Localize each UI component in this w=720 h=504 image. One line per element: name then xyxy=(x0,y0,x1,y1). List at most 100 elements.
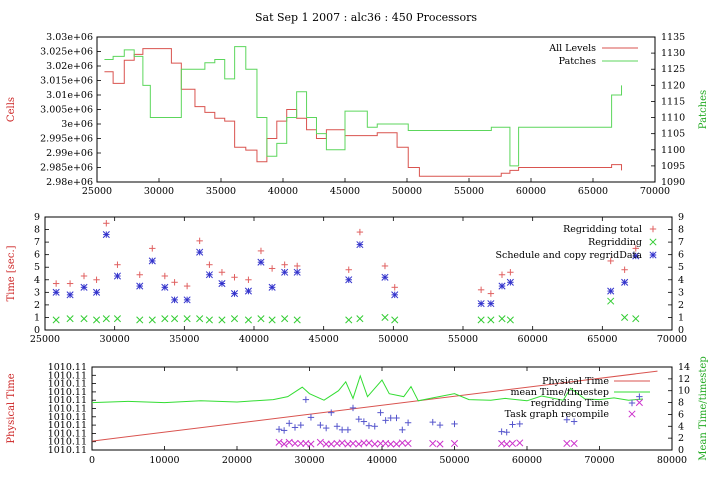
x-tick-label: 70000 xyxy=(657,334,687,345)
y-tick-right-label: 9 xyxy=(678,212,684,223)
y-tick-right-label: 1 xyxy=(678,312,684,323)
point-s3-26-d2 xyxy=(450,439,459,448)
point-s3-16-d2 xyxy=(365,439,373,447)
y-tick-left-label: 3.005e+06 xyxy=(40,105,93,116)
point-s2-4-d2 xyxy=(102,231,110,239)
x-tick-label: 30000 xyxy=(100,334,130,345)
x-tick-label: 55000 xyxy=(454,186,484,197)
y-tick-right-label: 8 xyxy=(678,225,684,236)
y-tick-left-label: 5 xyxy=(34,262,40,273)
point-s2-5-d2 xyxy=(113,272,122,280)
x-tick-label: 80000 xyxy=(657,455,687,466)
point-s3-18-d2 xyxy=(376,439,385,448)
point-s1-1-d2 xyxy=(66,315,74,323)
x-tick-label: 40000 xyxy=(239,334,269,345)
point-s3-1-d2 xyxy=(280,440,288,448)
y-tick-right-label: 12 xyxy=(678,374,690,385)
y-tick-right-label: 5 xyxy=(678,262,684,273)
y-tick-left-label: 7 xyxy=(34,237,40,248)
point-s2-9-d2 xyxy=(171,296,179,304)
point-s2-16-d2 xyxy=(257,258,265,266)
point-s1-8-d2 xyxy=(161,315,169,323)
legend-marker-1-d2 xyxy=(649,238,657,246)
point-s1-2-d2 xyxy=(80,315,88,323)
point-s3-8-d2 xyxy=(322,440,330,448)
x-tick-label: 0 xyxy=(89,455,95,466)
y-tick-right-label: 0 xyxy=(678,325,684,336)
y-tick-right-label: 3 xyxy=(678,287,684,298)
y-axis-label-right: Mean Time/timestep xyxy=(698,356,709,460)
point-s3-23-d2 xyxy=(404,439,412,448)
y-tick-left-label: 1010.11 xyxy=(48,387,87,398)
x-tick-label: 50000 xyxy=(392,186,422,197)
x-tick-label: 70000 xyxy=(584,455,614,466)
y-tick-left-label: 3.025e+06 xyxy=(40,47,93,58)
point-s1-17-d2 xyxy=(268,316,276,324)
y-tick-left-label: 3 xyxy=(34,287,40,298)
point-s1-23-d2 xyxy=(391,316,399,324)
x-tick-label: 25000 xyxy=(30,334,60,345)
point-s3-9-d2 xyxy=(327,440,335,448)
point-s2-26-d2 xyxy=(498,282,506,290)
y-tick-right-label: 1095 xyxy=(661,161,685,172)
series-line-0 xyxy=(104,48,623,177)
point-s3-10-d2 xyxy=(333,439,341,448)
point-s2-7-d2 xyxy=(148,257,156,265)
y-tick-left-label: 1010.11 xyxy=(48,445,87,456)
y-tick-left-label: 4 xyxy=(34,275,40,286)
legend-label-1: Regridding xyxy=(588,237,642,248)
y-tick-right-label: 2 xyxy=(678,300,684,311)
x-tick-label: 65000 xyxy=(587,334,617,345)
y-tick-left-label: 1010.11 xyxy=(48,437,87,448)
y-tick-right-label: 6 xyxy=(678,250,684,261)
x-tick-label: 60000 xyxy=(512,455,542,466)
point-s2-8-d2 xyxy=(161,283,169,291)
point-s1-16-d2 xyxy=(257,315,265,323)
point-s2-15-d2 xyxy=(244,287,252,295)
y-tick-left-label: 3e+06 xyxy=(61,119,93,130)
x-tick-label: 20000 xyxy=(222,455,252,466)
point-s3-29-d2 xyxy=(508,439,517,448)
point-s1-25-d2 xyxy=(487,316,495,324)
point-s1-29-d2 xyxy=(621,313,629,321)
point-s2-19-d2 xyxy=(293,268,301,276)
point-s3-3-d2 xyxy=(291,439,299,448)
point-s3-7-d2 xyxy=(316,438,324,446)
point-s2-22-d2 xyxy=(381,273,389,281)
point-s2-11-d2 xyxy=(196,248,204,256)
point-s1-6-d2 xyxy=(136,316,144,324)
y-tick-right-label: 7 xyxy=(678,237,684,248)
y-tick-left-label: 3.02e+06 xyxy=(46,61,93,72)
y-tick-right-label: 4 xyxy=(678,275,684,286)
legend-label-2: Schedule and copy regridData xyxy=(495,250,642,261)
x-tick-label: 60000 xyxy=(516,186,546,197)
x-tick-label: 55000 xyxy=(448,334,478,345)
y-axis-label-left: Physical Time xyxy=(6,373,17,443)
y-tick-left-label: 1010.11 xyxy=(48,404,87,415)
point-s3-25-d2 xyxy=(436,440,444,448)
y-tick-left-label: 8 xyxy=(34,225,40,236)
y-tick-left-label: 3.01e+06 xyxy=(46,90,93,101)
point-s1-12-d2 xyxy=(205,316,213,324)
point-s2-17-d2 xyxy=(268,283,276,291)
y-tick-left-label: 3.015e+06 xyxy=(40,76,93,87)
point-s1-28-d2 xyxy=(607,297,615,305)
y-tick-left-label: 1010.11 xyxy=(48,412,87,423)
y-tick-right-label: 8 xyxy=(678,398,684,409)
legend-label-0: All Levels xyxy=(548,43,596,54)
x-tick-label: 10000 xyxy=(149,455,179,466)
y-tick-left-label: 6 xyxy=(34,250,40,261)
y-tick-right-label: 1110 xyxy=(661,113,685,124)
point-s3-24-d2 xyxy=(429,439,437,448)
point-s2-6-d2 xyxy=(136,282,144,290)
point-s1-9-d2 xyxy=(171,315,179,323)
y-tick-right-label: 14 xyxy=(678,362,690,373)
y-tick-left-label: 2.985e+06 xyxy=(40,163,93,174)
point-s2-13-d2 xyxy=(218,279,226,288)
y-tick-left-label: 1010.11 xyxy=(48,395,87,406)
point-s1-19-d2 xyxy=(293,316,301,324)
y-tick-left-label: 1010.11 xyxy=(48,379,87,390)
point-s1-5-d2 xyxy=(113,315,122,323)
point-s2-18-d2 xyxy=(281,268,289,276)
